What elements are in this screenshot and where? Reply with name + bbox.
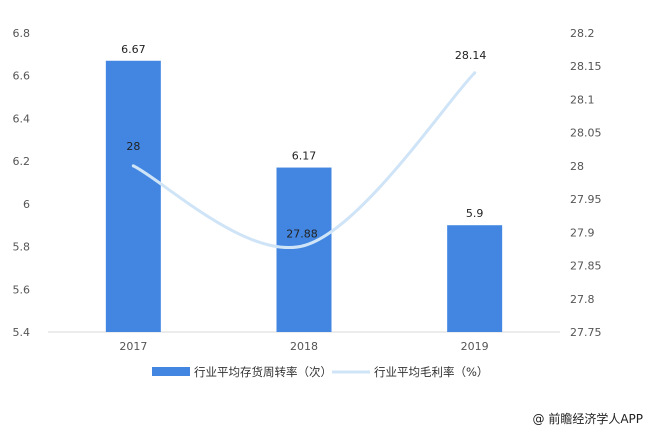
bar — [105, 60, 161, 333]
line-data-label: 28.14 — [455, 49, 487, 62]
x-tick-label: 2017 — [119, 340, 147, 353]
y-right-tick-label: 28.1 — [570, 93, 595, 106]
y-right-tick-label: 28.15 — [570, 60, 602, 73]
line-point — [131, 164, 135, 168]
y-right-tick-label: 27.9 — [570, 226, 595, 239]
y-left-tick-label: 6.2 — [13, 155, 31, 168]
bar-data-label: 6.17 — [292, 150, 317, 163]
y-right-tick-label: 27.8 — [570, 293, 595, 306]
line-data-label: 28 — [126, 140, 140, 153]
bars-layer — [105, 60, 503, 333]
line-point — [473, 71, 477, 75]
y-right-tick-label: 27.75 — [570, 326, 602, 339]
bar — [276, 167, 332, 332]
data-labels-layer: 6.67 6.17 5.9 28 27.88 28.14 — [121, 43, 486, 241]
y-left-tick-label: 5.4 — [13, 326, 31, 339]
line-layer — [131, 71, 477, 249]
line-point — [302, 244, 306, 248]
legend: 行业平均存货周转率（次） 行业平均毛利率（%） — [152, 365, 488, 379]
y-right-tick-label: 28 — [570, 160, 584, 173]
y-left-tick-label: 5.6 — [13, 283, 31, 296]
y-right-tick-label: 27.95 — [570, 193, 602, 206]
legend-label-bar: 行业平均存货周转率（次） — [194, 365, 332, 379]
y-left-tick-label: 6.8 — [13, 27, 31, 40]
y-right-tick-label: 28.2 — [570, 27, 595, 40]
bar-data-label: 6.67 — [121, 43, 146, 56]
legend-label-line: 行业平均毛利率（%） — [374, 365, 488, 379]
x-tick-label: 2019 — [461, 340, 489, 353]
y-right-tick-label: 28.05 — [570, 127, 602, 140]
y-left-tick-label: 6 — [23, 198, 30, 211]
y-right-tick-label: 27.85 — [570, 260, 602, 273]
x-tick-label: 2018 — [290, 340, 318, 353]
bar — [447, 225, 503, 332]
y-left-tick-label: 5.8 — [13, 241, 31, 254]
axes-layer: 5.4 5.6 5.8 6 6.2 6.4 6.6 6.8 27.75 27.8 27.85 27.9… — [13, 27, 602, 353]
y-left-tick-label: 6.6 — [13, 70, 31, 83]
watermark: @ 前瞻经济学人APP — [532, 412, 644, 426]
legend-swatch-bar — [152, 367, 190, 376]
line-data-label: 27.88 — [286, 228, 318, 241]
bar-data-label: 5.9 — [466, 207, 484, 220]
y-left-tick-label: 6.4 — [13, 112, 31, 125]
